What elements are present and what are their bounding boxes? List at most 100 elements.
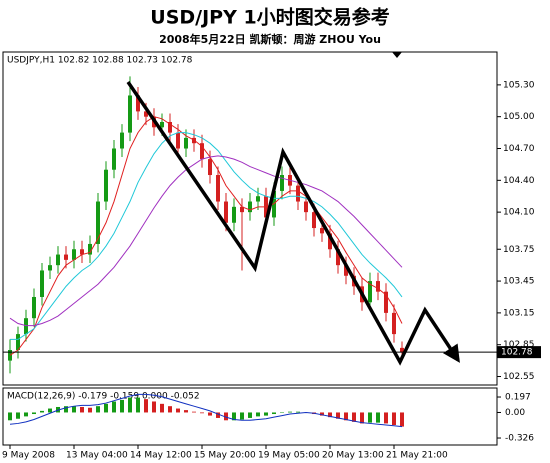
y-tick-label: 0.00 [505,408,525,418]
macd-bar [248,412,252,418]
macd-bar [232,412,236,421]
candle-body [88,243,92,255]
shift-marker [392,52,402,58]
y-tick-label: 104.70 [503,144,535,154]
macd-bar [176,408,180,413]
candle-body [48,265,52,271]
candle-body [96,201,100,244]
macd-panel [2,387,498,446]
y-tick-label: -0.326 [505,434,534,444]
current-price-box [497,346,541,359]
candle-body [16,334,20,351]
macd-bar [288,411,292,413]
current-price-label: 102.78 [501,348,533,358]
main-panel [2,51,498,386]
macd-bar [8,412,12,421]
macd-bar [32,412,36,415]
y-tick-label: 102.55 [503,372,535,382]
y-tick-label: 104.10 [503,208,535,218]
x-tick-label: 15 May 20:00 [194,451,256,461]
macd-bar [144,399,148,413]
macd-bar [296,411,300,413]
macd-bar [112,401,116,413]
candle-body [112,148,116,170]
macd-bar [80,406,84,413]
candle-body [256,196,260,202]
x-tick-label: 19 May 05:00 [258,451,320,461]
y-tick-label: 102.85 [503,340,535,350]
candle-body [104,169,108,202]
macd-bar [224,412,228,421]
candle-body [184,137,188,149]
plot-layer: 105.30 105.00 104.70 104.40 104.10 103.75 103.… [2,76,541,461]
y-tick-label: 0.197 [505,393,531,403]
macd-bar [24,412,28,417]
candle-body [248,201,252,213]
macd-bar [192,411,196,413]
macd-bar [256,412,260,417]
candle-body [80,249,84,255]
x-tick-label: 13 May 04:00 [66,451,128,461]
candle-body [176,132,180,149]
candle-body [56,254,60,266]
macd-bar [200,412,204,414]
macd-bar [240,412,244,420]
macd-bar [160,403,164,413]
x-tick-label: 21 May 21:00 [386,451,448,461]
macd-bar [280,412,284,413]
chart-title: USD/JPY 1小时图交易参考 [150,6,389,29]
macd-bar [264,412,268,416]
y-tick-label: 105.00 [503,112,535,122]
macd-bar [152,401,156,413]
candle-body [392,312,396,335]
candle-body [64,254,68,260]
candle-body [280,175,284,191]
candle-body [32,296,36,319]
y-tick-label: 103.75 [503,245,535,255]
candle-body [384,291,388,313]
macd-bar [184,410,188,413]
x-tick-label: 14 May 12:00 [130,451,192,461]
macd-bar [168,406,172,413]
moving-average [9,116,403,356]
macd-bar [272,412,276,415]
macd-bar [328,412,332,418]
candle-body [232,206,236,223]
candle-body [312,212,316,229]
macd-bar [352,412,356,422]
macd-bar [96,406,100,413]
macd-bar [136,397,140,413]
header-label: USDJPY,H1 102.82 102.88 102.73 102.78 [7,56,193,66]
macd-bar [64,406,68,413]
candle-body [72,249,76,260]
candle-body [304,201,308,213]
candle-body [128,95,132,133]
macd-bar [208,412,212,416]
macd-bar [320,412,324,416]
candle-body [368,281,372,303]
moving-average [9,155,403,327]
macd-bar [216,412,220,418]
candle-body [320,228,324,234]
macd-bar [336,412,340,419]
y-tick-label: 105.30 [503,80,535,90]
candle-body [328,233,332,250]
trend-annotation [126,81,460,366]
candle-body [336,249,340,266]
candle-body [344,265,348,276]
candle-body [24,318,28,335]
moving-average [10,132,403,340]
macd-bar [392,412,396,426]
macd-signal [9,393,403,428]
macd-bar [360,412,364,424]
candle-body [400,347,404,353]
candle-body [200,143,204,160]
macd-bar [376,412,380,423]
macd-bar [344,412,348,421]
candle-body [136,95,140,112]
chart-subtitle: 2008年5月22日 凯斯顿：周游 ZHOU You [159,32,381,46]
macd-bar [16,412,20,419]
candle-body [296,185,300,202]
candle-body [216,175,220,202]
candle-body [40,270,44,297]
